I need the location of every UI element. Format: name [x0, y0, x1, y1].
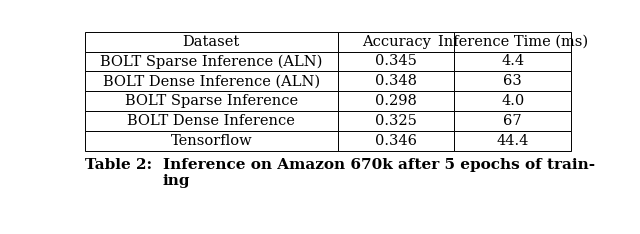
Text: Inference on Amazon 670k after 5 epochs of train-
ing: Inference on Amazon 670k after 5 epochs … — [163, 158, 595, 188]
Text: Table 2:: Table 2: — [85, 158, 163, 172]
